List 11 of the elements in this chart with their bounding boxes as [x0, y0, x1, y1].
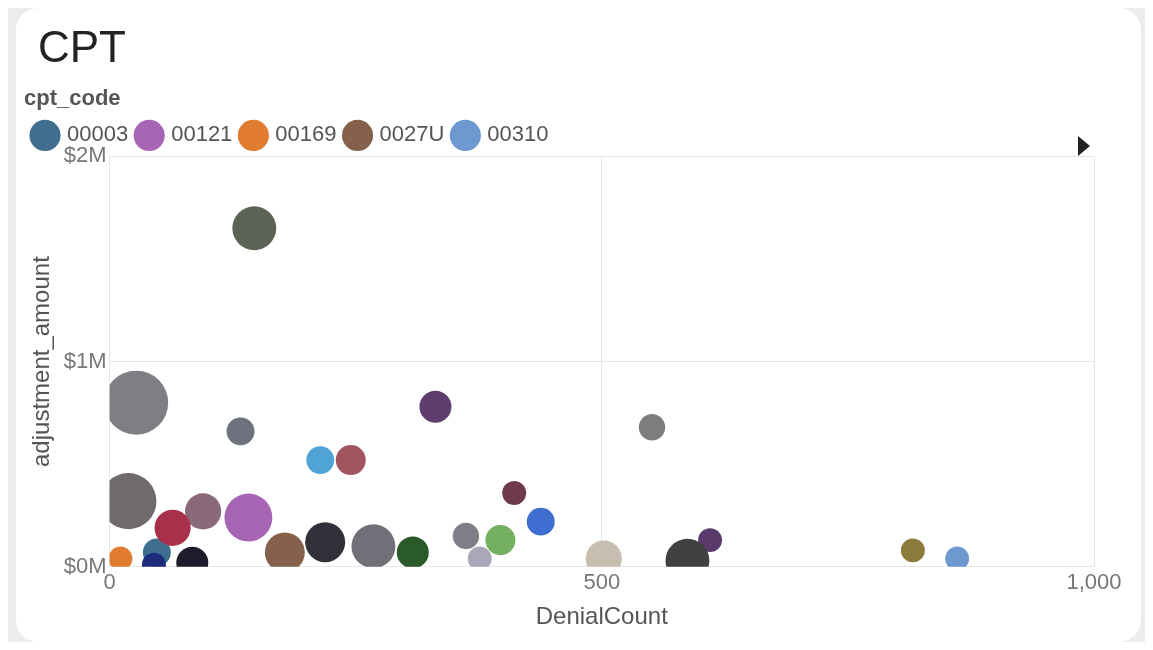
- x-tick-label: 500: [583, 569, 621, 595]
- x-axis-title: DenialCount: [535, 602, 669, 630]
- legend-title: cpt_code: [24, 85, 121, 111]
- x-tick-label: 1,000: [1066, 569, 1122, 595]
- legend-label: 00310: [487, 121, 549, 147]
- legend-label: 0027U: [379, 121, 445, 147]
- y-tick-label: $1M: [63, 347, 107, 373]
- y-axis-title: adjustment_amount: [27, 255, 55, 467]
- legend-label: 00169: [275, 121, 337, 147]
- chart-title: CPT: [38, 22, 126, 72]
- legend-label: 00121: [171, 121, 233, 147]
